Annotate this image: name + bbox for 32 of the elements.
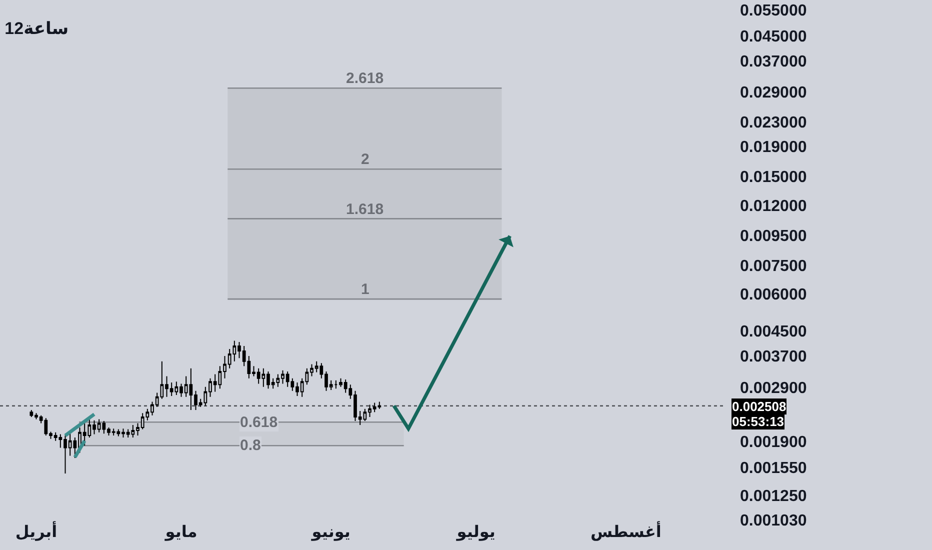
annotation: 0.618 xyxy=(240,414,278,431)
x-tick-label: أغسطس xyxy=(590,521,662,541)
annotation: 1 xyxy=(361,281,370,298)
annotation: 0.8 xyxy=(240,437,261,454)
annotation: 1.618 xyxy=(346,201,384,218)
y-tick-label: 0.055000 xyxy=(740,2,807,20)
y-tick-label: 0.045000 xyxy=(740,28,807,46)
y-tick-label: 0.007500 xyxy=(740,258,807,276)
text: 12ساعة xyxy=(4,18,69,38)
y-tick-label: 0.015000 xyxy=(740,169,807,186)
y-tick-label: 0.009500 xyxy=(740,228,807,245)
y-tick-label: 0.037000 xyxy=(740,53,807,70)
y-tick-label: 0.023000 xyxy=(740,114,807,132)
y-tick-label: 0.004500 xyxy=(740,324,807,341)
y-tick-label: 0.001900 xyxy=(740,434,807,452)
x-tick-label: مايو xyxy=(164,524,198,541)
x-tick-label: يونيو xyxy=(310,524,350,541)
ref-line-label: 0.002508 xyxy=(732,399,786,414)
y-tick-label: 0.001550 xyxy=(740,460,807,478)
y-tick-label: 0.019000 xyxy=(740,138,807,156)
y-tick-label: 0.012000 xyxy=(740,198,807,215)
x-tick-label: أبريل xyxy=(15,521,58,541)
y-tick-label: 0.006000 xyxy=(740,286,807,304)
text: 05:53:13 xyxy=(732,414,784,429)
y-tick-label: 0.001250 xyxy=(740,488,807,505)
y-tick-label: 0.001030 xyxy=(740,512,807,530)
annotation: 2 xyxy=(361,151,370,168)
y-tick-label: 0.029000 xyxy=(740,84,807,102)
annotation: 2.618 xyxy=(346,70,384,87)
x-tick-label: يوليو xyxy=(456,524,496,541)
y-tick-label: 0.002900 xyxy=(740,380,807,397)
y-tick-label: 0.003700 xyxy=(740,348,807,366)
